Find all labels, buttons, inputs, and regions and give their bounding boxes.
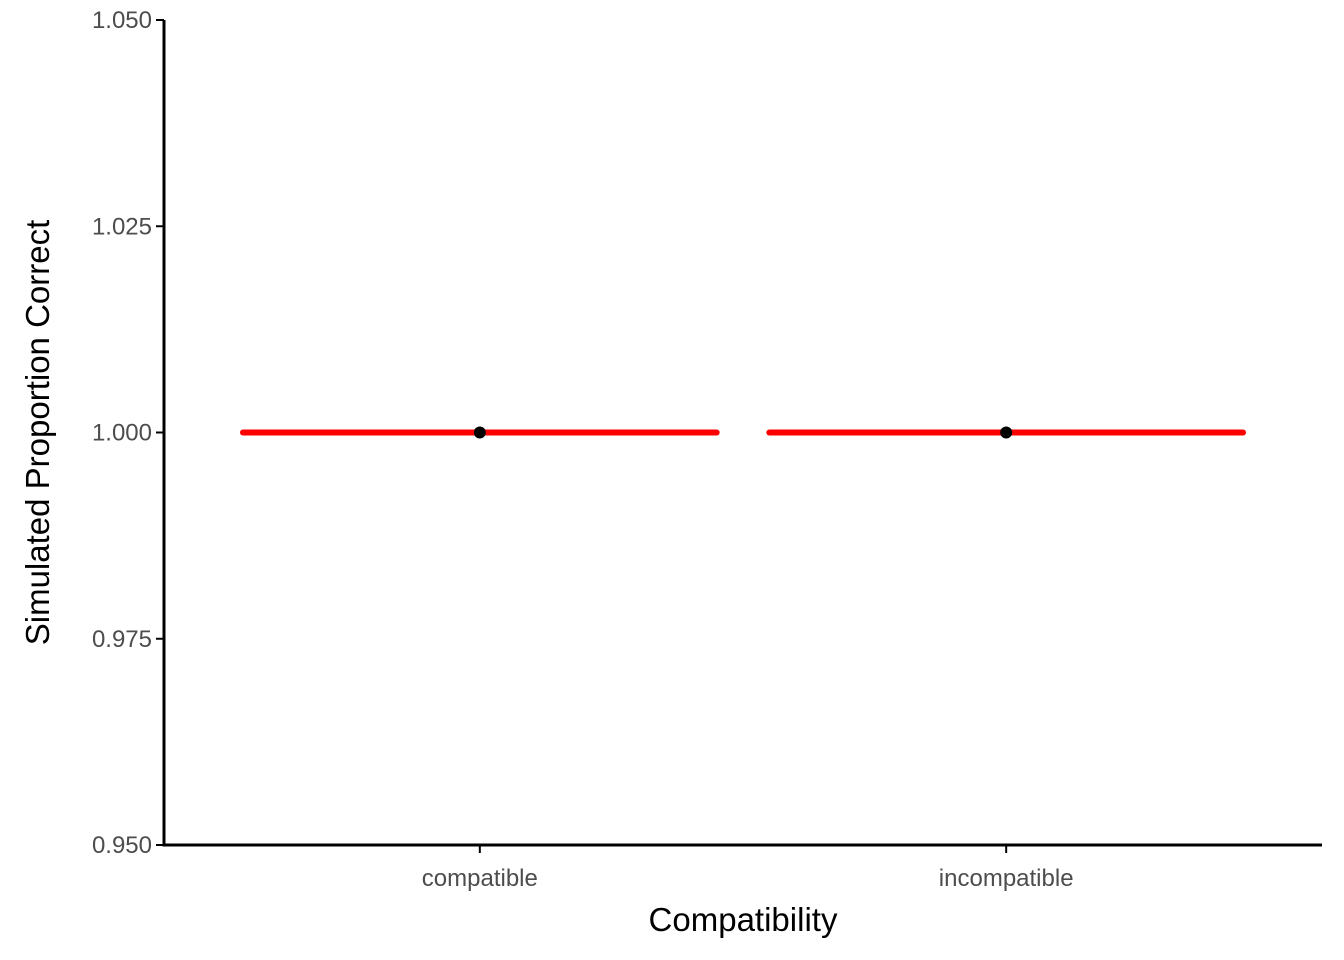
x-axis-ticks: compatible incompatible: [422, 845, 1074, 892]
y-tick-label: 1.025: [92, 213, 152, 240]
x-axis-title: Compatibility: [649, 901, 838, 938]
y-tick-label: 0.975: [92, 626, 152, 653]
data-point-compatible: [473, 426, 486, 439]
data-point-incompatible: [1000, 426, 1013, 439]
y-axis-title: Simulated Proportion Correct: [19, 220, 56, 646]
y-tick-label: 1.000: [92, 420, 152, 447]
y-axis-ticks: 0.950 0.975 1.000 1.025 1.050: [92, 7, 164, 859]
y-tick-label: 0.950: [92, 832, 152, 859]
x-tick-label: incompatible: [939, 865, 1074, 892]
y-tick-label: 1.050: [92, 7, 152, 34]
x-tick-label: compatible: [422, 865, 538, 892]
chart-marks: [239, 426, 1247, 439]
